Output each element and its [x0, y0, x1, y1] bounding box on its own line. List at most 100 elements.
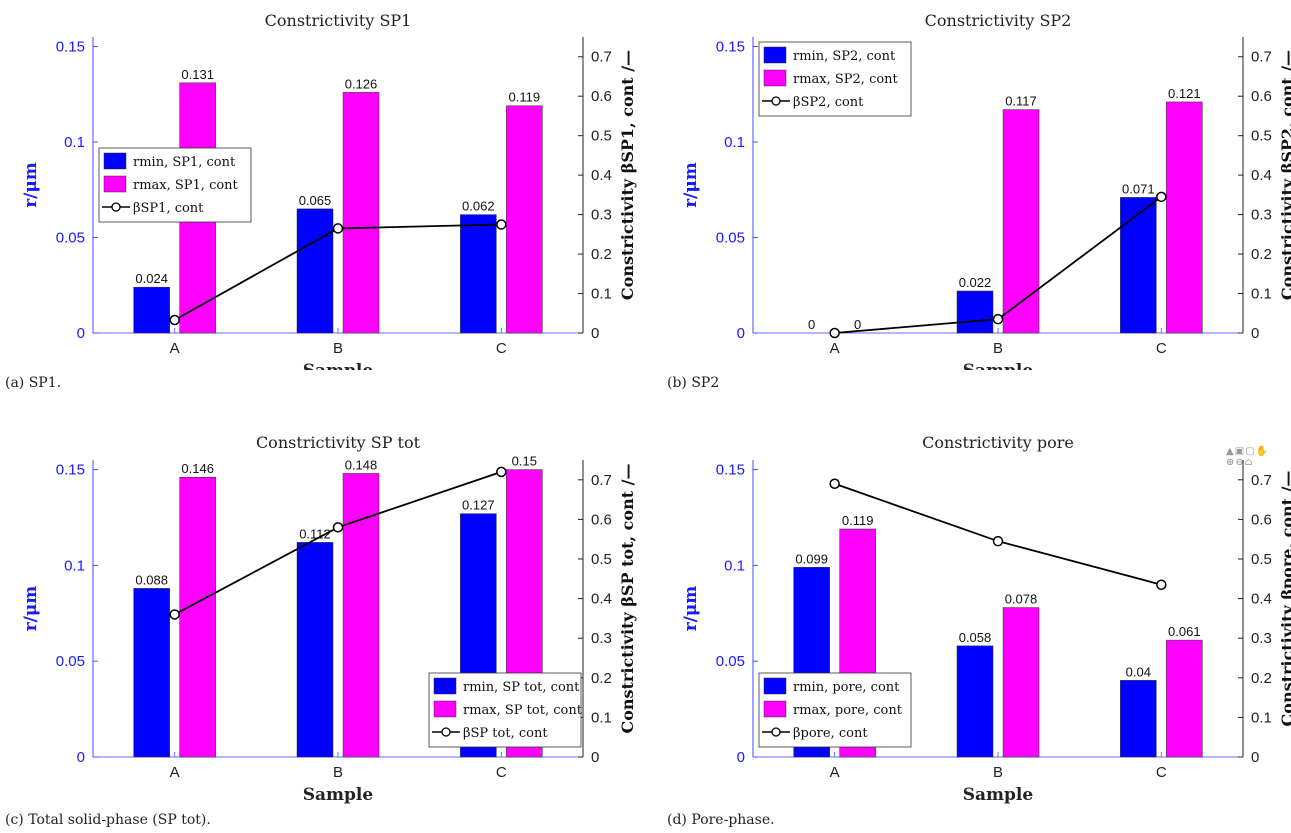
beta-line: [834, 482, 1162, 586]
data-label: 0.078: [1005, 592, 1038, 607]
bar-rmax: [506, 105, 543, 334]
data-label: 0.04: [1126, 664, 1151, 679]
data-label: 0.119: [842, 513, 874, 528]
bar-rmax: [1166, 639, 1203, 758]
bar-rmax: [179, 476, 216, 758]
beta-line: [174, 471, 502, 616]
x-tick-label: C: [1156, 764, 1167, 781]
x-axis-label: Sample: [963, 361, 1034, 370]
data-label: 0.058: [959, 630, 992, 645]
caption-a: (a) SP1.: [5, 375, 62, 391]
y2-tick-label: 0.3: [1251, 630, 1272, 647]
data-label: 0.148: [345, 457, 378, 472]
beta-point: [829, 327, 840, 339]
x-tick-label: C: [1156, 340, 1167, 357]
x-axis-label: Sample: [303, 785, 374, 805]
caption-c: (c) Total solid-phase (SP tot).: [5, 812, 211, 828]
beta-point: [169, 609, 180, 620]
bar-rmax: [1002, 607, 1040, 758]
y2-tick-label: 0.5: [1251, 551, 1272, 568]
bar-rmin: [133, 588, 170, 758]
beta-point: [1156, 191, 1167, 203]
data-label: 0.117: [1005, 94, 1037, 109]
legend-label: rmin, pore, cont: [793, 680, 900, 695]
x-tick-label: C: [496, 340, 507, 357]
y2-tick-label: 0.2: [591, 246, 612, 263]
chart-svg-a: Constrictivity SP1 0 0.05 0.1 0.15 0 0.1 0.2 0.3…: [21, 11, 637, 370]
bar-rmin: [1120, 197, 1157, 334]
chart-panel-d: Constrictivity pore 0 0.05 0.1 0.15 0 0.1 0.2 0.…: [660, 418, 1291, 833]
data-label: 0: [854, 317, 861, 332]
bar-rmin: [460, 214, 497, 334]
y-tick-label: 0.05: [716, 230, 745, 247]
legend-marker: [771, 727, 781, 737]
beta-point: [332, 522, 344, 533]
y2-tick-label: 0.4: [591, 167, 612, 184]
y-tick-label: 0.1: [64, 134, 85, 151]
legend-label: βpore, cont: [793, 726, 868, 741]
y-axis-label: r/μm: [681, 162, 701, 208]
y2-tick-label: 0.1: [1251, 286, 1272, 303]
y-tick-label: 0.05: [56, 230, 85, 247]
data-label: 0.131: [181, 67, 214, 82]
data-label: 0.126: [345, 76, 378, 91]
beta-point: [992, 313, 1004, 325]
data-label: 0.071: [1122, 181, 1155, 196]
y2-tick-label: 0: [591, 325, 599, 342]
legend-label: βSP1, cont: [133, 201, 204, 216]
data-label: 0.099: [795, 551, 828, 566]
y2-tick-label: 0.6: [591, 511, 612, 528]
data-label: 0.15: [512, 454, 537, 469]
data-label: 0.119: [509, 90, 541, 105]
y2-tick-label: 0.6: [591, 88, 612, 105]
legend-swatch: [763, 46, 787, 64]
data-label: 0.061: [1168, 624, 1201, 639]
y2-tick-label: 0.2: [1251, 670, 1272, 687]
beta-line: [174, 223, 502, 321]
y2-axis-label: Constrictivity βSP tot, cont /—: [618, 463, 637, 733]
y-tick-label: 0.15: [56, 462, 85, 479]
bar-rmin: [956, 645, 994, 758]
data-label: 0.062: [462, 199, 495, 214]
data-label: 0.127: [462, 498, 495, 513]
data-label: 0.022: [959, 275, 992, 290]
chart-svg-d: Constrictivity pore 0 0.05 0.1 0.15 0 0.1 0.2 0.…: [681, 433, 1291, 805]
y2-tick-label: 0.1: [1251, 709, 1272, 726]
y-tick-label: 0.1: [64, 557, 85, 574]
bar-rmax: [342, 92, 380, 334]
y2-tick-label: 0: [1251, 325, 1259, 342]
x-tick-label: B: [333, 764, 343, 781]
legend-swatch: [763, 700, 787, 718]
y2-axis-label: Constrictivity βpore, cont /—: [1278, 471, 1291, 727]
toolbar-icons[interactable]: ▲▣▢✋⊕⊖⌂: [1226, 446, 1270, 468]
legend-label: rmin, SP1, cont: [133, 155, 236, 170]
y2-tick-label: 0.7: [1251, 49, 1272, 66]
y-tick-label: 0.15: [716, 462, 745, 479]
beta-point: [332, 223, 344, 234]
chart-title: Constrictivity SP2: [925, 11, 1072, 30]
x-tick-label: B: [993, 340, 1003, 357]
legend-swatch: [433, 677, 457, 695]
y2-tick-label: 0.3: [591, 630, 612, 647]
chart-svg-b: Constrictivity SP2 0 0.05 0.1 0.15 0 0.1 0.2 0.3…: [681, 11, 1291, 370]
y2-tick-label: 0.6: [1251, 88, 1272, 105]
y2-tick-label: 0.5: [591, 551, 612, 568]
legend-swatch: [433, 700, 457, 718]
beta-point: [992, 535, 1004, 547]
y2-axis-label: Constrictivity βSP1, cont /—: [618, 50, 637, 300]
y2-tick-label: 0.1: [591, 709, 612, 726]
legend-label: rmax, SP tot, cont: [463, 703, 583, 718]
bar-rmax: [342, 473, 380, 758]
y-tick-label: 0: [737, 749, 745, 766]
y2-tick-label: 0.3: [591, 207, 612, 224]
beta-line: [834, 196, 1162, 334]
caption-b: (b) SP2: [667, 375, 720, 391]
y2-tick-label: 0.6: [1251, 511, 1272, 528]
y-tick-label: 0.15: [56, 39, 85, 56]
legend-marker: [441, 727, 451, 737]
y-tick-label: 0: [77, 325, 85, 342]
legend-marker: [771, 96, 781, 106]
legend-label: βSP2, cont: [793, 95, 864, 110]
x-axis-label: Sample: [963, 785, 1034, 805]
y2-tick-label: 0.7: [591, 49, 612, 66]
